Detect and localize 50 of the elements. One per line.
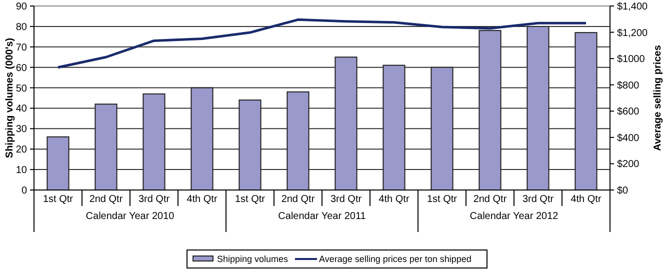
x-tick-label: 1st Qtr xyxy=(42,194,74,205)
text: Calendar Year 2011 xyxy=(278,211,366,222)
x-tick-label: 3rd Qtr xyxy=(138,194,170,205)
x-tick-label: 3rd Qtr xyxy=(522,194,554,205)
bar xyxy=(142,93,166,190)
y-tick-label: 0 xyxy=(21,186,28,196)
bar xyxy=(478,30,502,190)
bar xyxy=(430,66,454,190)
y2-tick-label: $800 xyxy=(617,80,640,92)
legend-label: Shipping volumes xyxy=(217,254,289,264)
bar xyxy=(574,32,598,190)
text: Calendar Year 2012 xyxy=(470,211,559,222)
x-tick-label: 3rd Qtr xyxy=(330,194,362,205)
x-tick-label: 1st Qtr xyxy=(426,194,458,205)
x-tick-label: 4th Qtr xyxy=(570,194,602,205)
y2-tick-label: $1000 xyxy=(617,54,646,66)
y-tick-label: 60 xyxy=(16,62,28,74)
bar xyxy=(190,87,214,190)
x-tick-label: 2nd Qtr xyxy=(89,194,124,205)
line-series xyxy=(56,18,588,69)
y-tick-label: 40 xyxy=(16,104,28,115)
bar xyxy=(46,136,70,190)
y2-tick-label: $400 xyxy=(617,132,640,144)
y-tick-label: 70 xyxy=(16,42,28,54)
y-axis-title: Shipping volumes (000's) xyxy=(4,38,16,158)
y-tick-label: 30 xyxy=(16,124,28,136)
y-tick-label: 90 xyxy=(16,2,28,12)
bar xyxy=(238,100,262,190)
x-tick-label: 4th Qtr xyxy=(186,194,218,205)
x-tick-label: 4th Qtr xyxy=(378,194,410,205)
y2-axis-title: Average selling prices xyxy=(652,44,664,151)
y-tick-label: 50 xyxy=(16,83,28,94)
bar xyxy=(382,64,406,190)
y2-tick-label: $200 xyxy=(617,159,640,170)
x-tick-label: 1st Qtr xyxy=(234,194,266,205)
y2-tick-label: $1,400 xyxy=(617,2,648,12)
bar xyxy=(526,26,550,190)
y-tick-label: 10 xyxy=(16,165,28,176)
legend-label: Average selling prices per ton shipped xyxy=(319,254,472,264)
bar xyxy=(286,91,310,190)
x-tick-label: 2nd Qtr xyxy=(473,194,508,205)
y2-tick-label: $1,200 xyxy=(617,28,648,39)
bar xyxy=(94,104,118,190)
y-tick-label: 80 xyxy=(16,22,28,33)
bar xyxy=(334,56,358,190)
y2-tick-label: $600 xyxy=(617,106,640,118)
text: Calendar Year 2010 xyxy=(86,211,175,222)
x-tick-label: 2nd Qtr xyxy=(281,194,316,205)
y-tick-label: 20 xyxy=(16,144,28,156)
y2-tick-label: $0 xyxy=(617,186,629,196)
